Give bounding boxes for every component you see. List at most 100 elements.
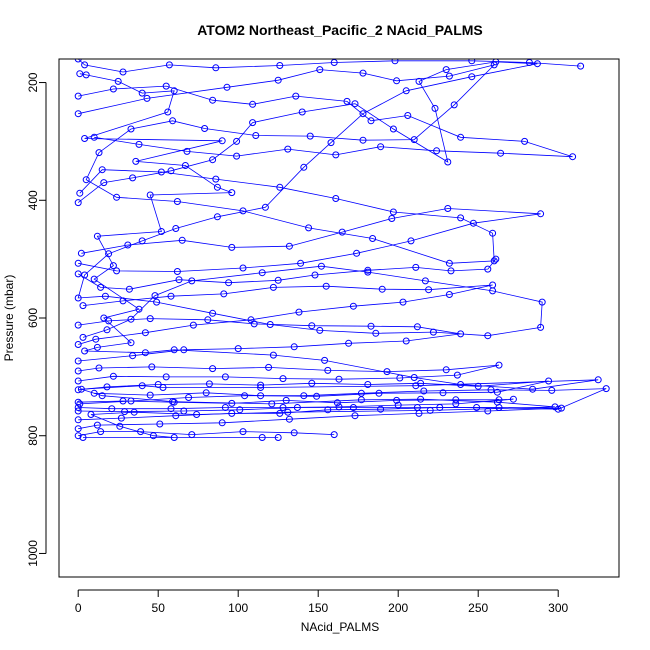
data-point <box>284 145 292 153</box>
data-point <box>521 137 529 145</box>
data-point <box>135 140 143 148</box>
data-point <box>377 143 385 151</box>
data-point <box>412 263 420 271</box>
data-point <box>74 416 82 424</box>
data-point <box>156 420 164 428</box>
data-point <box>538 298 546 306</box>
data-point <box>167 405 175 413</box>
data-point <box>213 183 221 191</box>
data-point <box>205 380 213 388</box>
data-point <box>554 405 562 413</box>
data-point <box>162 82 170 90</box>
data-point <box>175 276 183 284</box>
y-axis: 200 400 600 800 1000 <box>26 72 47 567</box>
series-7 <box>74 361 503 385</box>
data-point <box>484 332 492 340</box>
data-point <box>311 271 319 279</box>
data-point <box>394 401 402 409</box>
data-point <box>74 341 82 348</box>
data-point <box>93 232 101 240</box>
data-point <box>212 64 220 72</box>
data-point <box>221 373 229 381</box>
x-tick-label: 150 <box>308 601 328 615</box>
data-point <box>313 392 321 400</box>
series-line <box>78 284 493 345</box>
data-point <box>74 110 82 118</box>
data-point <box>209 156 217 164</box>
data-point <box>444 158 452 166</box>
data-point <box>402 337 410 345</box>
data-point <box>442 66 450 74</box>
data-point <box>415 77 423 85</box>
data-point <box>369 235 377 242</box>
data-point <box>173 268 181 275</box>
data-point <box>172 412 180 420</box>
data-point <box>261 203 269 211</box>
data-point <box>76 70 84 78</box>
data-point <box>183 147 191 155</box>
data-point <box>105 250 113 258</box>
series-line <box>77 59 581 73</box>
series-line <box>78 364 500 382</box>
data-point <box>450 101 458 109</box>
data-point <box>109 85 117 93</box>
data-point <box>257 381 265 389</box>
data-point <box>201 125 209 132</box>
data-point <box>359 110 367 118</box>
series-line <box>78 64 496 264</box>
x-tick-label: 250 <box>468 601 488 615</box>
data-point <box>333 399 341 407</box>
y-axis-label: Pressure (mbar) <box>2 275 16 362</box>
data-point <box>489 281 497 289</box>
data-point <box>74 404 82 411</box>
data-point <box>77 249 85 257</box>
data-point <box>308 379 316 387</box>
data-point <box>367 322 375 330</box>
data-point <box>95 149 103 157</box>
data-point <box>225 279 233 287</box>
data-point <box>117 414 125 422</box>
data-point <box>396 374 404 382</box>
data-point <box>127 397 135 405</box>
data-point <box>383 368 391 376</box>
data-point <box>425 286 433 294</box>
data-point <box>90 275 98 283</box>
data-point <box>290 343 298 351</box>
data-point <box>233 137 241 145</box>
data-point <box>490 257 498 265</box>
data-point <box>153 298 161 306</box>
data-point <box>407 237 415 245</box>
data-point <box>285 415 293 423</box>
data-point <box>209 96 217 104</box>
data-point <box>439 389 447 397</box>
y-tick-label: 200 <box>26 72 40 92</box>
data-point <box>292 92 300 100</box>
data-point <box>537 323 545 331</box>
data-point <box>393 396 401 404</box>
data-point <box>349 404 357 411</box>
data-point <box>228 189 236 197</box>
series-line <box>78 388 607 413</box>
data-point <box>495 404 503 411</box>
data-point <box>276 183 284 191</box>
data-point <box>81 61 89 69</box>
data-point <box>173 198 181 205</box>
data-point <box>130 408 138 416</box>
data-point <box>399 298 407 306</box>
data-point <box>497 149 505 157</box>
data-point <box>297 259 305 267</box>
data-point <box>452 400 460 408</box>
data-point <box>452 396 460 404</box>
data-point <box>457 381 465 388</box>
data-point <box>359 69 367 77</box>
data-point <box>300 392 308 400</box>
data-point <box>353 249 361 257</box>
series-line <box>78 208 541 272</box>
data-point <box>453 371 461 379</box>
data-point <box>345 339 353 347</box>
series-10 <box>74 395 517 413</box>
data-point <box>279 375 287 383</box>
data-point <box>180 407 188 415</box>
data-point <box>170 434 178 441</box>
data-point <box>74 270 82 278</box>
